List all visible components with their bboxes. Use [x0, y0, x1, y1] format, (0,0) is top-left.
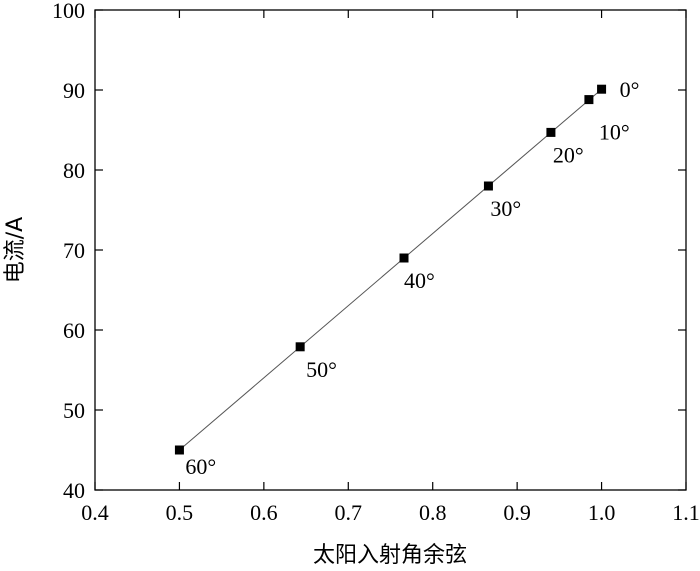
x-tick-label: 0.6	[250, 500, 278, 525]
x-tick-label: 1.0	[588, 500, 616, 525]
data-point-label: 10°	[599, 120, 630, 145]
y-tick-label: 80	[63, 158, 85, 183]
x-axis-title: 太阳入射角余弦	[313, 543, 467, 568]
data-point-label: 30°	[490, 196, 521, 221]
x-tick-label: 0.4	[81, 500, 109, 525]
y-axis-title: 电流/A	[3, 217, 28, 283]
x-tick-label: 0.7	[335, 500, 363, 525]
y-tick-label: 100	[52, 0, 85, 23]
data-point	[174, 445, 184, 455]
data-point-label: 60°	[185, 454, 216, 479]
y-tick-label: 60	[63, 318, 85, 343]
y-tick-label: 90	[63, 78, 85, 103]
data-point	[584, 95, 594, 105]
plot-area: 0.4 0.5 0.6 0.7 0.8 0.9 1.0 1.1 40 50 60 70 80 90 100 6…	[52, 0, 700, 525]
data-point	[597, 84, 607, 94]
y-tick-label: 50	[63, 398, 85, 423]
x-tick-label: 0.9	[503, 500, 531, 525]
x-tick-label: 0.5	[166, 500, 194, 525]
y-tick-label: 40	[63, 478, 85, 503]
data-point	[546, 127, 556, 137]
x-tick-label: 1.1	[672, 500, 700, 525]
data-point	[295, 342, 305, 352]
data-point-label: 40°	[404, 268, 435, 293]
fit-line	[179, 88, 602, 451]
data-point-label: 0°	[620, 77, 640, 102]
data-point-label: 20°	[553, 142, 584, 167]
data-point	[399, 253, 409, 263]
data-point-label: 50°	[306, 357, 337, 382]
plot-frame	[94, 9, 687, 491]
data-point	[483, 181, 493, 191]
x-tick-label: 0.8	[419, 500, 447, 525]
y-tick-label: 70	[63, 238, 85, 263]
